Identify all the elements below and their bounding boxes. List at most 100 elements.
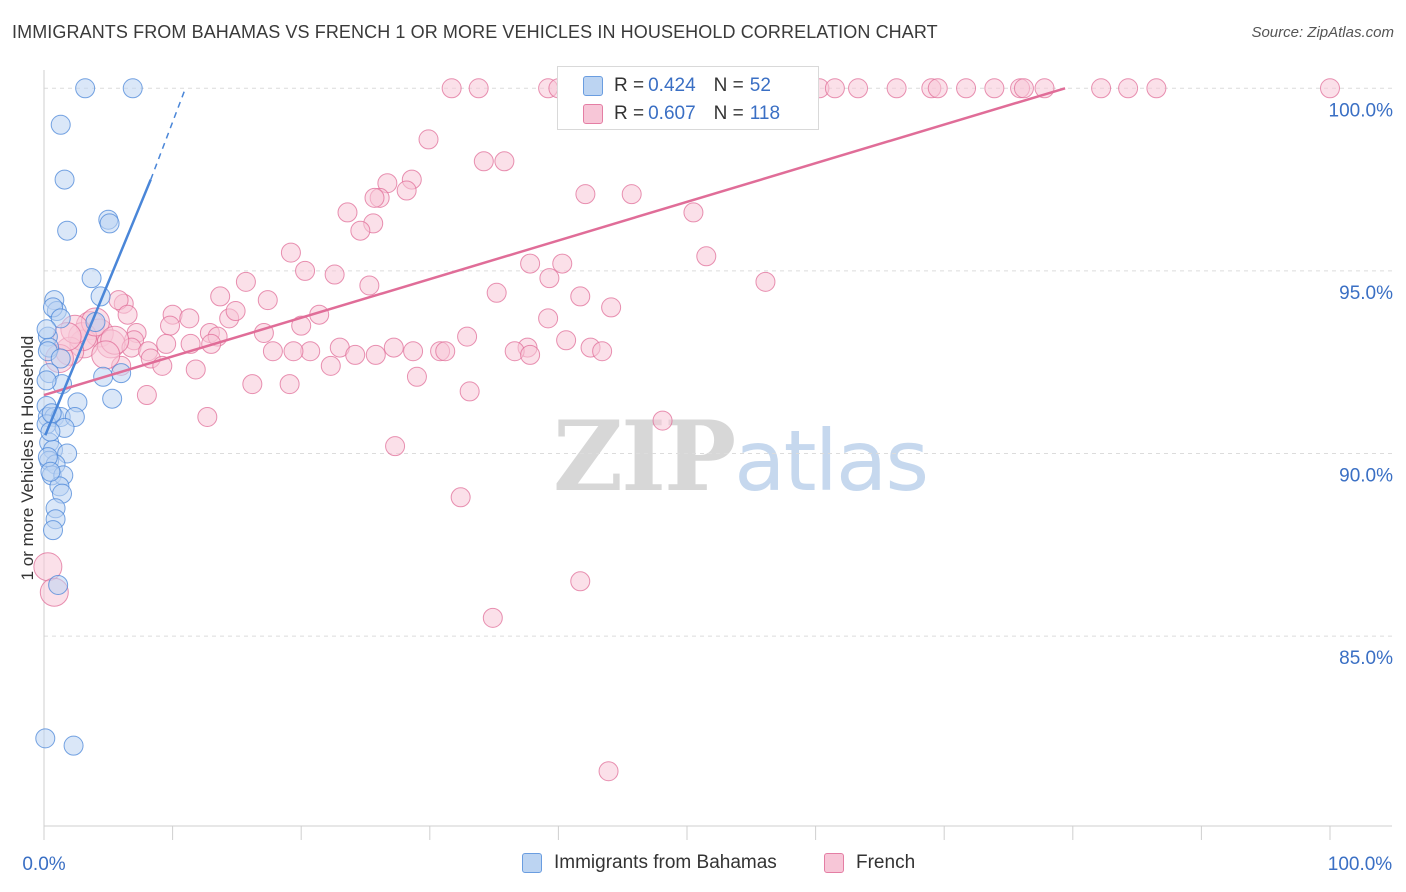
bahamas-point bbox=[50, 308, 71, 329]
bahamas-point bbox=[81, 268, 102, 289]
legend-r-label: R = bbox=[614, 103, 645, 124]
legend-r-value-bahamas: 0.424 bbox=[648, 75, 696, 96]
french-point bbox=[556, 330, 577, 351]
french-point bbox=[441, 78, 462, 99]
french-point bbox=[385, 436, 406, 457]
french-point bbox=[242, 374, 263, 395]
french-point bbox=[652, 410, 673, 431]
french-point bbox=[552, 253, 573, 274]
french-point bbox=[824, 78, 845, 99]
french-point bbox=[403, 341, 424, 362]
french-point bbox=[459, 381, 480, 402]
bahamas-point bbox=[36, 370, 57, 391]
french-point bbox=[320, 355, 341, 376]
french-point bbox=[91, 340, 121, 370]
french-point bbox=[927, 78, 948, 99]
legend-r-value-french: 0.607 bbox=[648, 103, 696, 124]
bahamas-point bbox=[122, 78, 143, 99]
bahamas-point bbox=[54, 169, 75, 190]
french-point bbox=[160, 315, 181, 336]
bahamas-point bbox=[50, 348, 71, 369]
french-point bbox=[601, 297, 622, 318]
french-point bbox=[197, 406, 218, 427]
french-point bbox=[235, 271, 256, 292]
y-tick-label: 95.0% bbox=[1339, 283, 1393, 304]
french-point bbox=[570, 286, 591, 307]
bahamas-point bbox=[35, 728, 56, 749]
french-point bbox=[279, 374, 300, 395]
watermark-zip: ZIP bbox=[553, 400, 736, 513]
french-point bbox=[179, 308, 200, 329]
french-point bbox=[886, 78, 907, 99]
french-point bbox=[539, 268, 560, 289]
french-point bbox=[486, 282, 507, 303]
legend-n-label: N = bbox=[713, 75, 744, 96]
bahamas-point bbox=[63, 735, 84, 756]
french-point bbox=[345, 344, 366, 365]
legend-item-bahamas[interactable]: Immigrants from Bahamas bbox=[522, 852, 777, 874]
y-axis-title: 1 or more Vehicles in Household bbox=[18, 335, 37, 581]
bahamas-point bbox=[48, 574, 69, 595]
legend-label-bahamas: Immigrants from Bahamas bbox=[554, 852, 777, 873]
french-point bbox=[696, 246, 717, 267]
french-point bbox=[494, 151, 515, 172]
french-point bbox=[598, 761, 619, 782]
french-point bbox=[210, 286, 231, 307]
french-point bbox=[283, 341, 304, 362]
watermark-atlas: atlas bbox=[734, 412, 929, 510]
french-point bbox=[295, 260, 316, 281]
bahamas-trend-extension bbox=[150, 87, 187, 180]
legend-row-french: R = 0.607 N = 118 bbox=[583, 100, 780, 128]
y-tick-label: 100.0% bbox=[1329, 100, 1394, 121]
legend-label-french: French bbox=[856, 852, 916, 873]
french-point bbox=[755, 271, 776, 292]
x-tick-label: 100.0% bbox=[1328, 854, 1393, 875]
french-point bbox=[575, 184, 596, 205]
french-point bbox=[482, 607, 503, 628]
french-point bbox=[225, 301, 246, 322]
french-point bbox=[280, 242, 301, 263]
legend-swatch-bahamas bbox=[522, 853, 542, 873]
bahamas-point bbox=[40, 461, 61, 482]
french-point bbox=[457, 326, 478, 347]
french-point bbox=[364, 187, 385, 208]
legend-swatch-bahamas bbox=[583, 76, 603, 96]
french-point bbox=[468, 78, 489, 99]
french-point bbox=[350, 220, 371, 241]
y-tick-label: 90.0% bbox=[1339, 465, 1393, 486]
french-point bbox=[956, 78, 977, 99]
bahamas-point bbox=[99, 213, 120, 234]
legend-r-label: R = bbox=[614, 75, 645, 96]
french-point bbox=[538, 308, 559, 329]
french-point bbox=[337, 202, 358, 223]
french-point bbox=[570, 571, 591, 592]
french-point bbox=[520, 253, 541, 274]
french-point bbox=[396, 180, 417, 201]
french-point bbox=[418, 129, 439, 150]
x-tick-label: 0.0% bbox=[22, 854, 65, 875]
french-point bbox=[262, 341, 283, 362]
french-point bbox=[1320, 78, 1340, 99]
legend-item-french[interactable]: French bbox=[824, 852, 915, 874]
bahamas-point bbox=[75, 78, 96, 99]
french-point bbox=[520, 344, 541, 365]
y-tick-label: 85.0% bbox=[1339, 648, 1393, 669]
legend-n-label: N = bbox=[713, 103, 744, 124]
french-point bbox=[450, 487, 471, 508]
french-point bbox=[291, 315, 312, 336]
source-note: Source: ZipAtlas.com bbox=[1251, 24, 1394, 41]
bahamas-point bbox=[102, 388, 123, 409]
french-point bbox=[1146, 78, 1167, 99]
french-point bbox=[383, 337, 404, 358]
french-point bbox=[156, 333, 177, 354]
french-point bbox=[435, 341, 456, 362]
french-point bbox=[984, 78, 1005, 99]
french-point bbox=[257, 290, 278, 311]
stats-legend: R = 0.424 N = 52 R = 0.607 N = 118 bbox=[557, 66, 819, 130]
french-point bbox=[185, 359, 206, 380]
french-point bbox=[136, 385, 157, 406]
french-point bbox=[324, 264, 345, 285]
series-legend: Immigrants from Bahamas French bbox=[0, 852, 1406, 878]
bahamas-point bbox=[43, 520, 64, 541]
